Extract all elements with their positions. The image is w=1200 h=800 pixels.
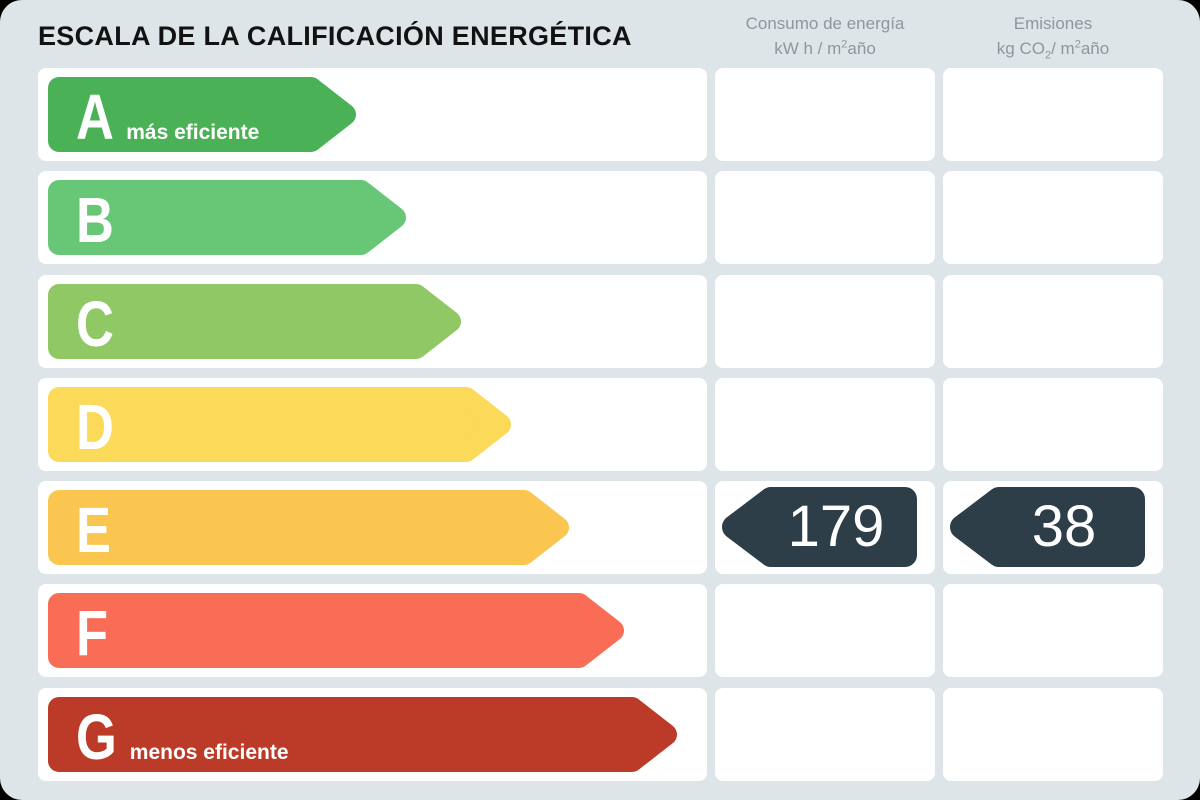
energy-value-cell <box>715 171 935 265</box>
rating-bar-arrow: E <box>48 490 570 567</box>
rating-scale-cell: F <box>38 584 707 678</box>
emissions-value-cell <box>943 274 1163 368</box>
energy-value-cell <box>715 584 935 678</box>
rating-letter: G <box>76 700 117 773</box>
energy-value-cell <box>715 687 935 781</box>
energy-value-cell <box>715 274 935 368</box>
emissions-value-cell <box>943 171 1163 265</box>
rating-letter: A <box>76 81 114 153</box>
emissions-value-cell <box>943 584 1163 678</box>
rating-letter: B <box>76 184 114 257</box>
rating-letter: D <box>76 390 114 463</box>
rating-scale-cell: E <box>38 481 707 575</box>
rating-scale-cell: G menos eficiente <box>38 687 707 781</box>
rating-rows: A más eficiente B C D <box>38 68 1163 781</box>
energy-result-arrow: 179 <box>721 487 917 568</box>
rating-bar-arrow: B <box>48 180 407 257</box>
emissions-value-cell <box>943 68 1163 161</box>
energy-column-header: Consumo de energía kW h / m2año <box>715 13 935 59</box>
emissions-value-cell <box>943 687 1163 781</box>
emissions-column-unit: kg CO2/ m2año <box>996 38 1110 62</box>
emissions-value-cell <box>943 377 1163 471</box>
emissions-column-header: Emisiones kg CO2/ m2año <box>943 13 1163 66</box>
rating-qualifier: menos eficiente <box>129 740 289 764</box>
rating-bar-arrow: A más eficiente <box>48 77 357 153</box>
rating-bar-arrow: D <box>48 386 512 463</box>
energy-value-cell <box>715 377 935 471</box>
rating-qualifier: más eficiente <box>126 121 260 144</box>
rating-letter: C <box>76 287 114 360</box>
rating-bar-arrow: C <box>48 283 462 360</box>
rating-scale-cell: C <box>38 274 707 368</box>
energy-value-cell: 179 <box>715 481 935 575</box>
rating-scale-cell: B <box>38 171 707 265</box>
rating-bar-arrow: F <box>48 593 625 670</box>
rating-letter: E <box>76 494 112 567</box>
energy-result-value: 179 <box>787 494 885 560</box>
emissions-result-value: 38 <box>1031 494 1097 560</box>
rating-letter: F <box>76 597 109 670</box>
energy-column-title: Consumo de energía <box>745 14 905 33</box>
rating-scale-cell: A más eficiente <box>38 68 707 161</box>
emissions-result-arrow: 38 <box>949 487 1145 568</box>
page-title: ESCALA DE LA CALIFICACIÓN ENERGÉTICA <box>38 21 632 51</box>
rating-bar-arrow: G menos eficiente <box>48 696 678 773</box>
emissions-column-title: Emisiones <box>1013 14 1093 33</box>
energy-column-unit: kW h / m2año <box>774 38 876 58</box>
rating-scale-cell: D <box>38 377 707 471</box>
energy-value-cell <box>715 68 935 161</box>
emissions-value-cell: 38 <box>943 481 1163 575</box>
